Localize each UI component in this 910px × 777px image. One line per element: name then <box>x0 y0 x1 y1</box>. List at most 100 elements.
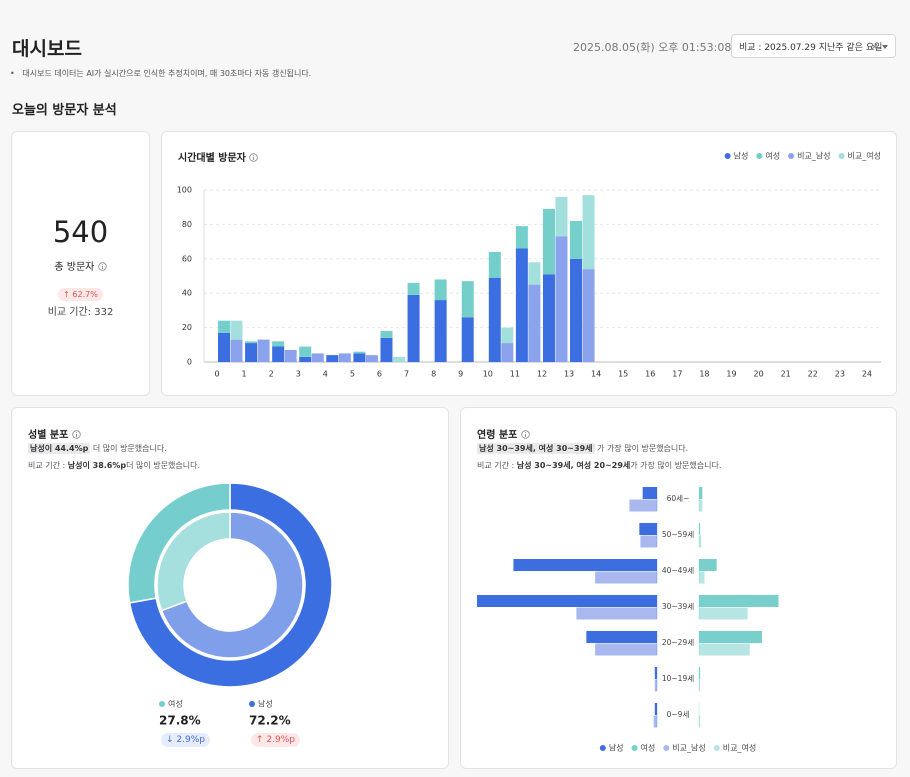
bar <box>353 351 366 354</box>
bar <box>582 195 595 270</box>
donut-slice <box>160 511 304 659</box>
bar <box>245 341 258 344</box>
value-label: 27.8% <box>159 714 201 728</box>
legend-dot <box>249 701 255 707</box>
legend-dot <box>756 153 763 159</box>
legend-label: 여성 <box>641 743 656 753</box>
bar <box>392 356 405 362</box>
x-tick-label: 21 <box>781 370 791 379</box>
summary: 남성 30~39세, 여성 30~39세 가 가장 많이 방문했습니다. <box>477 443 688 454</box>
bar <box>528 284 541 362</box>
x-tick-label: 23 <box>835 370 845 379</box>
legend-label: 비교_여성 <box>723 743 756 753</box>
bar <box>699 631 762 643</box>
summary: 남성이 44.4%p 더 많이 방문했습니다. <box>28 443 167 454</box>
x-tick-label: 1 <box>242 370 247 379</box>
bar <box>230 339 243 362</box>
y-tick-label: 80 <box>182 220 192 229</box>
bar <box>640 535 657 548</box>
bar <box>284 349 297 362</box>
compare-highlight: 남성 30~39세, 여성 20~29세 <box>516 461 631 470</box>
donut-slice <box>127 482 231 604</box>
legend-dot <box>838 153 845 159</box>
bar <box>299 346 312 357</box>
bar <box>654 667 657 679</box>
bar <box>230 320 243 340</box>
info-glyph <box>521 430 530 439</box>
bar <box>299 356 312 362</box>
bar <box>699 607 748 620</box>
x-tick-label: 14 <box>591 370 601 379</box>
bar <box>699 571 705 584</box>
compare-text: 더 많이 방문했습니다. <box>126 461 200 470</box>
legend: 남성 여성 비교_남성 비교_여성 <box>724 151 881 161</box>
legend-dot <box>631 745 638 751</box>
info-icon <box>97 262 107 273</box>
hourly-card: 시간대별 방문자 0 20 40 60 80 100 0 1 2 3 4 5 6 7 8 9 10 11 12 13 1… <box>161 131 897 396</box>
bar <box>586 631 657 643</box>
x-tick-label: 5 <box>350 370 355 379</box>
x-tick-label: 8 <box>431 370 436 379</box>
legend-label: 비교_남성 <box>672 744 705 753</box>
bar <box>555 236 568 362</box>
summary-highlight: 남성이 44.4%p <box>28 443 91 454</box>
bar <box>407 282 420 295</box>
x-tick-label: 20 <box>754 370 764 379</box>
compare-select[interactable]: 비교 : 2025.07.29 지난주 같은 요일 <box>731 34 896 58</box>
compare-text: 가 가장 많이 방문했습니다. <box>630 461 722 470</box>
info-icon <box>72 430 81 441</box>
age-chart: 60세~ 50~59세 40~49세 30~39세 20~29세 10~19세 0~9세남성… <box>477 487 779 753</box>
bar <box>515 248 528 362</box>
x-tick-label: 3 <box>296 370 301 379</box>
bar <box>434 300 447 362</box>
summary-text: 더 많이 방문했습니다. <box>90 444 167 453</box>
x-tick-label: 24 <box>862 370 872 379</box>
note: • 대시보드 데이터는 AI가 실시간으로 인식한 추정치이며, 매 30초마다… <box>10 69 312 78</box>
category-label: 60세~ <box>667 494 690 503</box>
x-tick-label: 7 <box>404 370 409 379</box>
bar <box>407 294 420 362</box>
chart-title: 시간대별 방문자 <box>178 149 259 164</box>
x-tick-label: 11 <box>510 370 520 379</box>
x-tick-label: 9 <box>458 370 463 379</box>
bar <box>570 220 583 259</box>
legend-label: 남성 <box>734 152 749 161</box>
x-tick-label: 4 <box>323 370 328 379</box>
bar <box>338 353 351 362</box>
y-tick-label: 0 <box>187 358 192 367</box>
bar <box>477 595 657 607</box>
x-tick-label: 18 <box>699 370 709 379</box>
bar <box>461 317 474 362</box>
bar <box>353 353 366 362</box>
bar <box>272 341 285 347</box>
bar <box>461 281 474 318</box>
page-title: 대시보드 <box>12 38 82 60</box>
bar <box>218 320 230 333</box>
bar <box>326 355 339 362</box>
x-tick-label: 22 <box>808 370 818 379</box>
bar <box>699 643 750 656</box>
compare-highlight: 남성이 38.6%p <box>67 461 127 470</box>
legend-dot <box>788 153 795 159</box>
bar <box>501 327 514 344</box>
x-tick-label: 13 <box>564 370 574 379</box>
bar <box>311 353 324 362</box>
legend-label: 비교_남성 <box>797 152 830 161</box>
chart-title: 연령 분포 <box>477 426 530 441</box>
summary-text: 가 가장 많이 방문했습니다. <box>594 444 689 453</box>
legend-dot <box>724 153 731 159</box>
info-glyph <box>249 153 259 162</box>
total-change: ↑ 62.7% <box>58 288 103 301</box>
bar <box>570 258 583 362</box>
bar <box>653 715 657 728</box>
bar <box>699 487 703 499</box>
note-text: 대시보드 데이터는 AI가 실시간으로 인식한 추정치이며, 매 30초마다 자… <box>22 69 312 78</box>
total-label-text: 총 방문자 <box>54 262 95 273</box>
bar <box>699 667 701 679</box>
x-tick-label: 17 <box>672 370 682 379</box>
select-icons <box>871 43 888 50</box>
total-value: 540 <box>52 215 109 249</box>
x-tick-label: 19 <box>726 370 736 379</box>
